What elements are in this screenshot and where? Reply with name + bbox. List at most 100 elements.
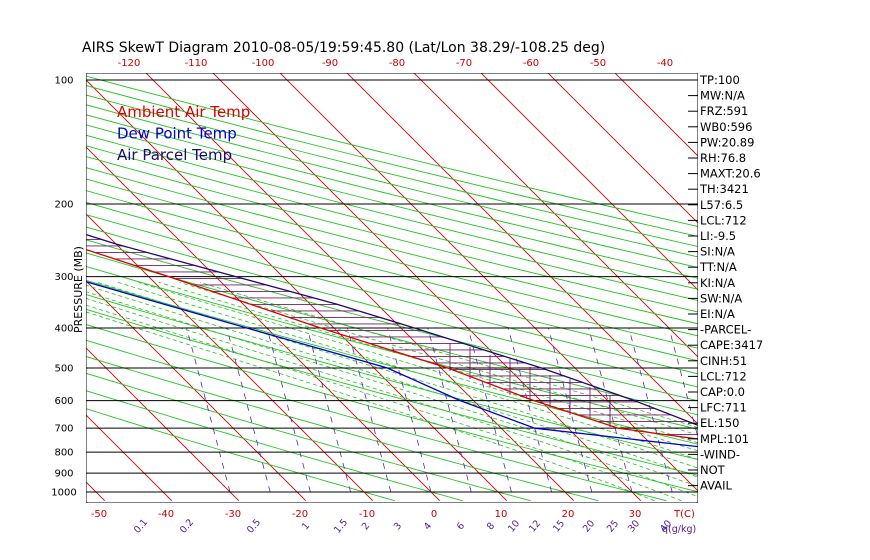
index-entry: EL:150: [700, 416, 740, 430]
pressure-tick: 400: [54, 324, 73, 335]
index-entry: PW:20.89: [700, 135, 754, 149]
dry-adiabat-line: [86, 167, 698, 325]
isotherm-line: [279, 73, 698, 492]
index-entry: LCL:712: [700, 213, 747, 227]
series-line: [86, 233, 698, 426]
index-entry: SI:N/A: [700, 245, 735, 259]
mixing-ratio-line: [306, 327, 351, 493]
bottom-temp-tick: 20: [562, 509, 575, 520]
index-entry: CINH:51: [700, 354, 747, 368]
mixing-ratio-tick: 0.2: [178, 517, 196, 536]
index-entry: WB0:596: [700, 120, 752, 134]
dry-adiabat-line: [86, 294, 698, 461]
series-line: [86, 281, 698, 448]
top-temp-tick: -40: [657, 58, 673, 69]
dry-adiabat-line: [86, 145, 698, 301]
index-entry: TH:3421: [699, 182, 749, 196]
y-axis-label: PRESSURE (MB): [72, 246, 85, 333]
dry-adiabat-line: [86, 324, 698, 493]
dry-adiabat-line: [86, 339, 667, 502]
dry-adiabat-line: [86, 279, 698, 445]
series-line: [86, 248, 698, 440]
moist-adiabat-line: [86, 304, 682, 502]
index-entry: RH:76.8: [700, 151, 746, 165]
bottom-temp-tick: -10: [359, 509, 375, 520]
isotherm-line: [480, 73, 698, 291]
dry-adiabat-line: [86, 124, 698, 279]
top-temp-tick: -110: [185, 58, 208, 69]
top-temperature-ticks: -120 -110 -100 -90 -80 -70 -60 -50 -40: [118, 58, 674, 69]
index-entry: NOT: [700, 463, 726, 477]
isotherm-line: [86, 347, 240, 502]
pressure-tick: 500: [54, 363, 73, 374]
dry-adiabat-line: [86, 190, 698, 349]
mixing-ratio-tick: 25: [605, 518, 621, 534]
moist-adiabat-line: [86, 311, 655, 502]
dry-adiabat-line: [86, 114, 698, 268]
mixing-ratio-tick: 8: [485, 521, 497, 533]
mixing-ratio-line: [467, 327, 512, 493]
mixing-ratio-tick: 6: [455, 521, 467, 533]
mixing-ratio-line: [749, 328, 792, 492]
dry-adiabat-line: [86, 372, 531, 502]
dry-adiabat-line: [86, 201, 698, 362]
dry-adiabat-line: [86, 104, 698, 258]
moist-adiabat-line: [86, 297, 698, 498]
top-temp-tick: -80: [389, 58, 405, 69]
top-temp-tick: -120: [118, 58, 141, 69]
top-temp-tick: -90: [322, 58, 338, 69]
mixing-ratio-tick: 10: [506, 518, 522, 534]
dry-adiabat-line: [86, 252, 698, 416]
mixing-ratio-line: [668, 327, 698, 440]
moist-adiabat-line: [158, 282, 698, 444]
moist-adiabat-line: [97, 282, 698, 469]
moist-adiabat-line: [138, 282, 698, 452]
mixing-ratio-line: [266, 327, 311, 493]
top-temp-tick: -70: [456, 58, 472, 69]
isotherm-line: [212, 73, 642, 502]
mixing-ratio-line: [186, 327, 231, 493]
mixing-ratio-tick: 0.1: [132, 517, 150, 536]
index-entry: LI:-9.5: [700, 229, 736, 243]
moist-adiabat-line: [86, 291, 698, 488]
isotherm-line: [0, 61, 38, 501]
pressure-tick: 800: [54, 448, 73, 459]
mixing-ratio-ticks: 0.1 0.2 0.5 1 1.5 2 3 4 6 8 10 12 15 20 25 30 40: [132, 517, 674, 536]
pressure-tick: 900: [54, 469, 73, 480]
index-entry: KI:N/A: [700, 276, 735, 290]
mixing-ratio-line: [347, 327, 392, 493]
mixing-ratio-tick: 30: [626, 518, 642, 534]
index-entry: EI:N/A: [700, 307, 735, 321]
mixing-ratio-line: [226, 327, 271, 493]
index-entry: CAPE:3417: [700, 338, 763, 352]
top-temp-tick: -60: [523, 58, 539, 69]
isotherm-line: [614, 73, 698, 157]
isotherm-line: [86, 280, 307, 502]
dry-adiabat-line: [86, 265, 698, 430]
top-temp-tick: -100: [252, 58, 275, 69]
mixing-ratio-line: [790, 328, 833, 492]
mixing-ratio-tick: 2: [360, 521, 372, 533]
moist-adiabat-line: [86, 284, 698, 478]
mixing-ratio-tick: 3: [392, 521, 404, 533]
dry-adiabat-line: [86, 390, 463, 502]
mixing-ratio-tick: 15: [551, 518, 567, 534]
dry-adiabat-line: [86, 178, 698, 337]
index-entry: SW:N/A: [700, 291, 742, 305]
mixing-ratio-tick: 1: [300, 521, 312, 533]
isotherm-line: [413, 73, 698, 358]
legend: Ambient Air Temp Dew Point Temp Air Parcel…: [117, 103, 250, 164]
dry-adiabat-line: [86, 226, 698, 388]
bottom-temp-tick: -20: [292, 509, 308, 520]
isotherm-line: [145, 73, 575, 502]
pressure-tick: 700: [54, 424, 73, 435]
bottom-temperature-ticks: -50 -40 -30 -20 -10 0 10 20 30: [91, 509, 642, 520]
dry-adiabat-line: [86, 214, 698, 375]
index-entry: MPL:101: [700, 432, 749, 446]
index-entry: -WIND-: [700, 447, 740, 461]
index-entry: FRZ:591: [700, 104, 748, 118]
legend-entry: Air Parcel Temp: [117, 146, 232, 164]
mixing-ratio-line: [830, 328, 870, 492]
isotherm-line: [86, 79, 508, 502]
